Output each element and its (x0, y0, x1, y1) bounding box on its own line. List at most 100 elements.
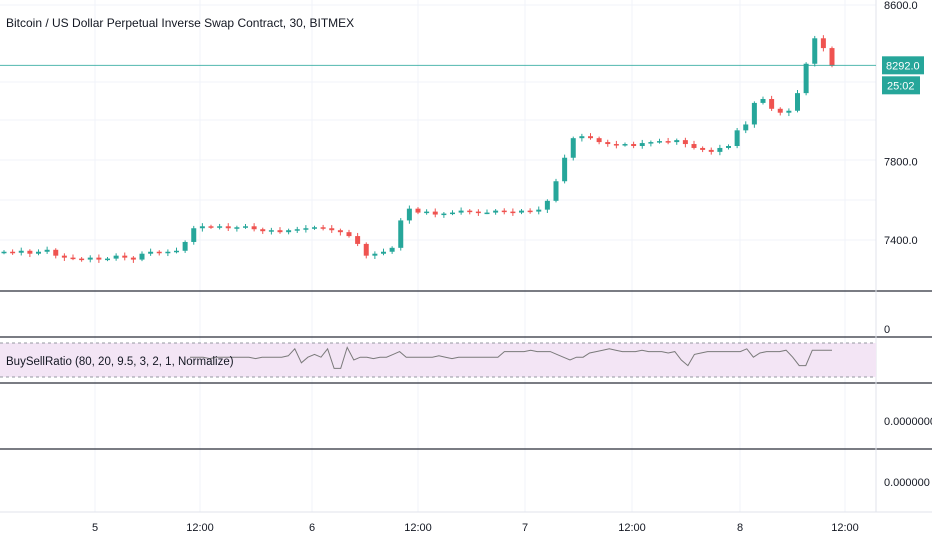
candle-body (562, 157, 568, 182)
candle-body (639, 143, 645, 146)
candle-body (355, 236, 361, 244)
candle-body (510, 211, 516, 214)
candle-body (631, 144, 637, 146)
candle-body (786, 110, 792, 113)
candle-body (682, 140, 688, 145)
candle-body (657, 141, 662, 143)
pane-axis-label: 0 (884, 324, 890, 336)
candle-body (156, 251, 162, 254)
candle-body (303, 228, 309, 230)
candle-body (596, 138, 602, 143)
candle-body (363, 243, 369, 256)
indicator-label: BuySellRatio (80, 20, 9.5, 3, 2, 1, Norm… (6, 356, 234, 368)
candle-body (648, 142, 654, 144)
candle-body (70, 257, 76, 260)
candle-body (751, 102, 757, 125)
candle-body (79, 258, 85, 261)
candle-body (251, 226, 257, 230)
candle-body (225, 226, 231, 229)
time-tick-label: 12:00 (404, 522, 432, 534)
chart-title: Bitcoin / US Dollar Perpetual Inverse Sw… (6, 16, 355, 30)
candle-body (286, 230, 292, 233)
candle-body (769, 99, 775, 109)
candle-body (61, 255, 67, 258)
candle-body (795, 93, 800, 111)
candle-body (743, 124, 749, 131)
time-tick-label: 8 (737, 522, 743, 534)
candle-body (527, 210, 533, 213)
candle-body (734, 130, 740, 146)
countdown-badge (882, 76, 920, 95)
candle-body (708, 149, 714, 152)
candle-body (777, 108, 783, 113)
candle-body (320, 227, 326, 229)
candle-body (717, 147, 723, 152)
candle-body (432, 211, 438, 215)
candle-body (605, 142, 611, 145)
pane-axis-label: 0.00000000 (884, 416, 932, 428)
current-price-badge (882, 56, 924, 75)
candle-body (182, 241, 188, 251)
candle-body (519, 210, 524, 213)
candle-body (294, 229, 300, 231)
candle-body (450, 212, 455, 215)
candle-body (36, 251, 41, 254)
candle-body (329, 228, 335, 231)
candle-body (467, 210, 473, 213)
candle-body (588, 136, 593, 139)
candle-body (536, 209, 542, 212)
candle-body (726, 146, 731, 148)
candle-body (820, 38, 826, 49)
time-tick-label: 5 (92, 522, 98, 534)
candle-body (105, 258, 110, 261)
candle-body (53, 249, 59, 256)
candle-body (570, 138, 576, 158)
candle-body (812, 38, 818, 64)
candle-body (130, 257, 136, 260)
candle-body (122, 255, 128, 258)
current-price-label: 8292.0 (886, 60, 920, 72)
candle-body (44, 249, 50, 252)
candle-body (381, 251, 386, 254)
candle-body (346, 232, 352, 237)
candle-body (191, 228, 197, 242)
candle-body (475, 211, 481, 214)
candle-body (277, 230, 283, 233)
candle-body (18, 250, 24, 253)
price-tick-label: 7400.0 (884, 235, 918, 247)
candle-body (760, 99, 766, 103)
candle-body (260, 229, 266, 232)
candle-body (674, 140, 680, 143)
candle-body (337, 230, 343, 233)
candle-body (406, 208, 412, 221)
candle-body (579, 136, 585, 139)
candle-body (493, 210, 499, 213)
candle-body (544, 200, 550, 210)
candle-body (501, 210, 507, 213)
candle-body (10, 251, 16, 254)
candle-body (398, 220, 404, 248)
candle-body (691, 144, 697, 148)
candle-body (87, 257, 93, 260)
countdown-label: 25:02 (887, 80, 915, 92)
time-tick-label: 7 (522, 522, 528, 534)
candle-body (424, 211, 430, 214)
candle-body (113, 255, 119, 259)
candle-body (234, 227, 240, 229)
candle-body (27, 250, 33, 254)
candle-body (389, 247, 395, 252)
candle-body (199, 226, 205, 229)
candle-body (415, 208, 421, 213)
candle-body (208, 226, 214, 228)
candle-body (312, 227, 317, 229)
candle-body (372, 253, 378, 256)
pane-axis-label: 0.000000 (884, 477, 930, 489)
candle-body (700, 147, 706, 150)
candle-body (613, 144, 619, 146)
candle-body (174, 250, 179, 253)
candle-body (803, 63, 809, 94)
candle-body (243, 226, 248, 228)
indicator-line (190, 346, 832, 369)
candle-body (665, 141, 671, 143)
